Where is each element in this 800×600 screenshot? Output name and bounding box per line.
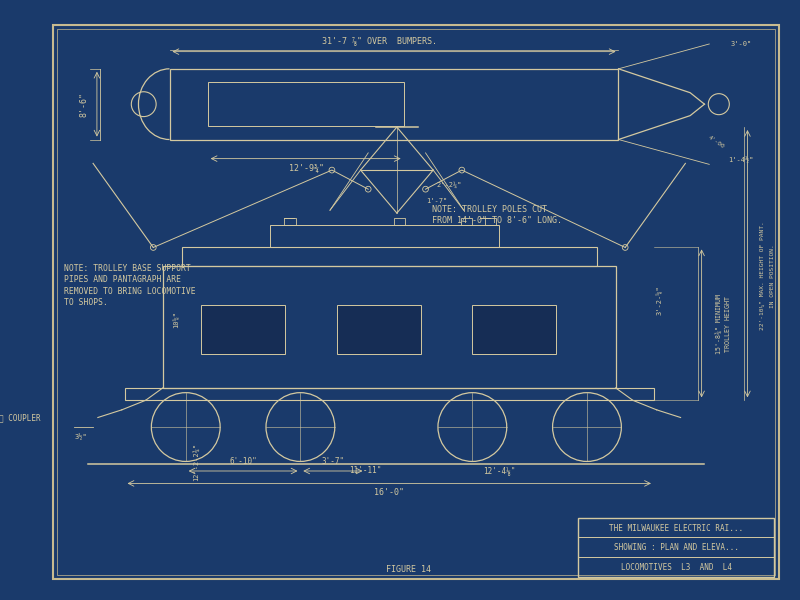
- Circle shape: [622, 245, 628, 250]
- Text: 16'-0": 16'-0": [374, 488, 404, 497]
- Bar: [270, 226, 499, 247]
- Text: 12'-2-2¾": 12'-2-2¾": [192, 442, 198, 481]
- Text: 1'-7": 1'-7": [426, 197, 448, 203]
- Text: FIGURE 14: FIGURE 14: [386, 565, 431, 574]
- Bar: [208, 82, 403, 126]
- Circle shape: [329, 167, 334, 173]
- Text: PIPES AND PANTAGRAPH ARE: PIPES AND PANTAGRAPH ARE: [65, 275, 182, 284]
- Text: 11'-11": 11'-11": [349, 466, 382, 475]
- Bar: [125, 388, 654, 400]
- Bar: [485, 218, 496, 226]
- Bar: [472, 305, 557, 355]
- Bar: [170, 69, 618, 140]
- Text: 8'-6": 8'-6": [79, 92, 88, 116]
- Bar: [461, 218, 472, 226]
- Text: FROM 14'-0" TO 8'-6" LONG.: FROM 14'-0" TO 8'-6" LONG.: [432, 216, 562, 225]
- Text: TO SHOPS.: TO SHOPS.: [65, 298, 108, 307]
- Bar: [163, 266, 616, 388]
- Text: NOTE: TROLLEY POLES CUT: NOTE: TROLLEY POLES CUT: [432, 205, 547, 214]
- Bar: [182, 247, 597, 266]
- Text: 22'-10¼" MAX. HEIGHT OF PANT.: 22'-10¼" MAX. HEIGHT OF PANT.: [760, 222, 766, 331]
- Circle shape: [459, 167, 465, 173]
- Text: 10⅝": 10⅝": [173, 311, 179, 328]
- Bar: [337, 305, 421, 355]
- Text: TROLLEY HEIGHT: TROLLEY HEIGHT: [726, 296, 731, 352]
- Text: 12'-4⅛": 12'-4⅛": [483, 466, 515, 475]
- Text: 1'-4½": 1'-4½": [728, 157, 754, 164]
- Text: SHOWING : PLAN AND ELEVA...: SHOWING : PLAN AND ELEVA...: [614, 543, 738, 552]
- Text: REMOVED TO BRING LOCOMOTIVE: REMOVED TO BRING LOCOMOTIVE: [65, 287, 196, 296]
- Text: 31'-7 ⅞" OVER  BUMPERS.: 31'-7 ⅞" OVER BUMPERS.: [322, 35, 437, 44]
- Text: 2'-2¼": 2'-2¼": [437, 181, 462, 188]
- Bar: [394, 218, 406, 226]
- Bar: [284, 218, 296, 226]
- Text: IN OPEN POSITION.: IN OPEN POSITION.: [770, 244, 774, 308]
- Circle shape: [422, 187, 428, 192]
- Text: 3'-7": 3'-7": [322, 457, 345, 466]
- Text: 12'-9¾": 12'-9¾": [289, 164, 324, 173]
- Text: ℄ COUPLER: ℄ COUPLER: [0, 413, 41, 422]
- Text: 4'-00: 4'-00: [707, 135, 725, 150]
- Text: 15'-8¾" MINIMUM: 15'-8¾" MINIMUM: [715, 294, 722, 354]
- Text: LOCOMOTIVES  L3  AND  L4: LOCOMOTIVES L3 AND L4: [621, 563, 732, 572]
- Text: 3½": 3½": [74, 433, 87, 440]
- Circle shape: [150, 245, 156, 250]
- Text: NOTE: TROLLEY BASE SUPPORT: NOTE: TROLLEY BASE SUPPORT: [65, 263, 191, 272]
- Bar: [201, 305, 285, 355]
- Circle shape: [366, 187, 371, 192]
- Text: 3'-2-⅝": 3'-2-⅝": [657, 285, 662, 315]
- Text: 6'-10": 6'-10": [229, 457, 257, 466]
- Bar: [578, 518, 774, 577]
- Text: 3'-0": 3'-0": [730, 41, 751, 47]
- Text: THE MILWAUKEE ELECTRIC RAI...: THE MILWAUKEE ELECTRIC RAI...: [610, 524, 743, 533]
